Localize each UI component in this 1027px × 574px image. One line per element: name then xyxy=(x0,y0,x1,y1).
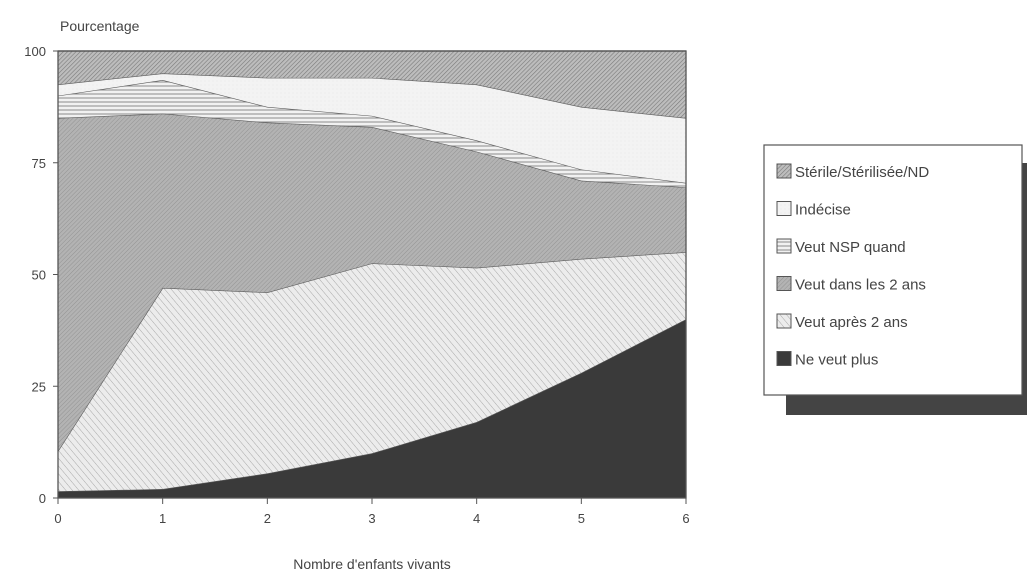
y-tick-label: 50 xyxy=(32,268,46,283)
x-tick-layer: 0 1 2 3 4 5 6 xyxy=(54,498,690,526)
legend-swatch-ne-veut-plus xyxy=(776,351,792,366)
legend-label-veut-apres-2-ans: Veut après 2 ans xyxy=(795,314,908,331)
legend-swatch-veut-dans-les-2-ans xyxy=(776,276,792,291)
y-tick-label: 25 xyxy=(32,379,46,394)
legend-box xyxy=(763,144,1023,396)
y-tick-label: 75 xyxy=(32,156,46,171)
legend-swatch-veut-nsp-quand xyxy=(776,238,792,254)
y-tick-layer: 0 25 50 75 100 xyxy=(24,44,58,506)
area-veut-dans-les-2-ans xyxy=(58,113,686,452)
legend: Stérile/Stérilisée/ND Indécise Veut NSP qu… xyxy=(763,144,1027,415)
legend-label-veut-nsp-quand: Veut NSP quand xyxy=(795,239,906,256)
y-tick-label: 100 xyxy=(24,44,46,59)
area-indecise xyxy=(58,73,686,183)
x-tick-label: 3 xyxy=(368,511,375,526)
x-axis-title: Nombre d'enfants vivants xyxy=(293,556,451,572)
area-sterile-sterilisee-nd xyxy=(58,51,686,119)
legend-swatch-sterile-sterilisee-nd xyxy=(776,163,792,179)
legend-label-ne-veut-plus: Ne veut plus xyxy=(795,352,878,369)
x-tick-label: 2 xyxy=(264,511,271,526)
x-tick-label: 1 xyxy=(159,511,166,526)
legend-label-indecise: Indécise xyxy=(795,202,851,219)
area-veut-nsp-quand xyxy=(58,80,686,188)
legend-swatch-veut-apres-2-ans xyxy=(776,313,792,329)
legend-label-veut-dans-les-2-ans: Veut dans les 2 ans xyxy=(795,277,926,294)
x-tick-label: 4 xyxy=(473,511,480,526)
x-tick-label: 5 xyxy=(578,511,585,526)
x-tick-label: 6 xyxy=(682,511,689,526)
area-layer xyxy=(57,50,687,499)
legend-label-sterile-sterilisee-nd: Stérile/Stérilisée/ND xyxy=(795,164,929,181)
legend-swatch-indecise xyxy=(776,201,792,216)
y-tick-label: 0 xyxy=(39,491,46,506)
area-veut-apres-2-ans xyxy=(58,252,686,492)
area-ne-veut-plus xyxy=(58,319,686,498)
y-axis-title: Pourcentage xyxy=(60,18,140,34)
x-tick-label: 0 xyxy=(54,511,61,526)
